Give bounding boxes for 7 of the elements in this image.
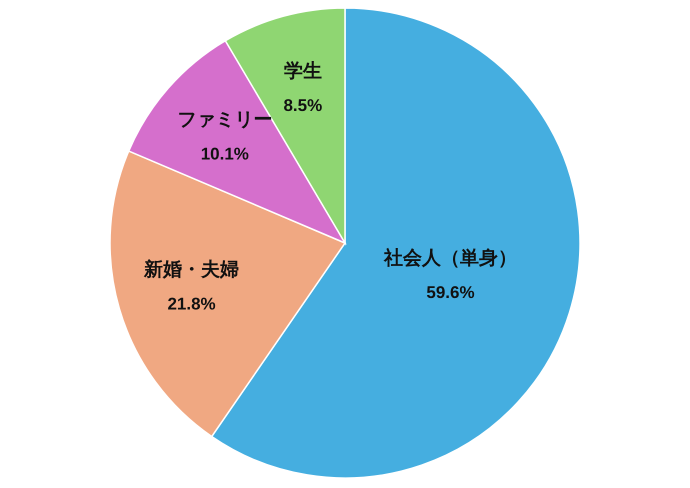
slice-label: 学生 <box>284 60 322 82</box>
data-label: 8.5% <box>283 96 322 115</box>
slice-label: 社会人（単身） <box>382 246 517 269</box>
data-label: 10.1% <box>200 144 249 164</box>
data-label: 59.6% <box>426 282 475 302</box>
slice-label: 新婚・夫婦 <box>143 258 240 281</box>
data-label: 21.8% <box>167 294 216 314</box>
